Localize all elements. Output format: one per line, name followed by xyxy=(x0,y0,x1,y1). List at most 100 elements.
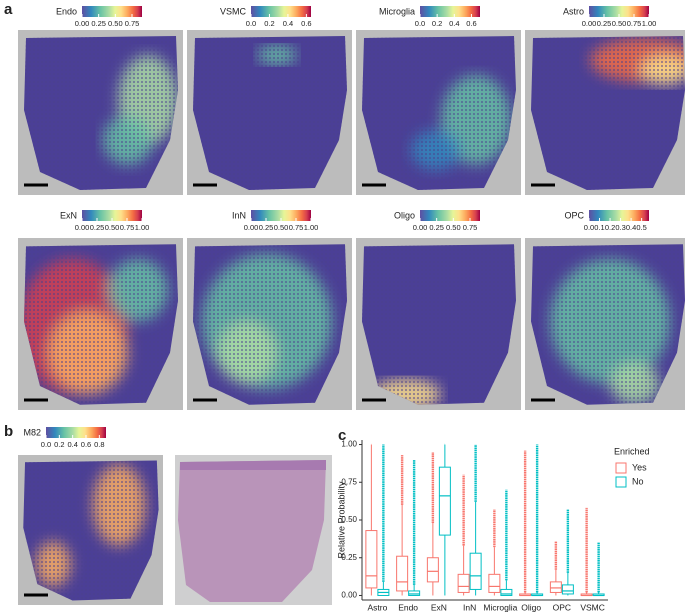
spot-grid xyxy=(193,244,347,405)
x-tick-label: Endo xyxy=(398,602,418,612)
spot-grid xyxy=(24,244,178,405)
y-tick-label: 1.00 xyxy=(341,440,357,449)
colorbar-tick-label: 0.75 xyxy=(120,223,135,232)
spot-grid xyxy=(362,36,516,190)
spot-grid xyxy=(531,36,685,190)
spot-grid xyxy=(23,460,159,601)
spot-grid xyxy=(24,36,178,190)
colorbar-tick-label: 0.2 xyxy=(54,440,64,449)
colorbar-tick-label: 0.00 xyxy=(413,223,428,232)
box-body xyxy=(408,590,421,596)
colorbar-tick-label: 0.50 xyxy=(105,223,120,232)
box xyxy=(408,459,421,596)
colorbar xyxy=(46,427,106,438)
spot-grid xyxy=(531,244,685,405)
legend-swatch xyxy=(615,476,627,488)
spatial-map xyxy=(18,455,163,605)
colorbar-title: ExN xyxy=(60,210,77,220)
colorbar-tick-label: 0.5 xyxy=(636,223,646,232)
spot-grid xyxy=(193,36,347,190)
box-body xyxy=(396,555,409,592)
spatial-map xyxy=(187,238,352,410)
box xyxy=(580,507,593,597)
colorbar-tick-label: 0.0 xyxy=(415,19,425,28)
box xyxy=(531,444,544,597)
colorbar-tick-label: 0.25 xyxy=(597,19,612,28)
panel-label: a xyxy=(4,1,13,18)
box xyxy=(457,474,470,596)
box xyxy=(426,452,439,596)
colorbar xyxy=(420,210,480,221)
colorbar-tick-label: 1.00 xyxy=(642,19,657,28)
box xyxy=(377,444,390,596)
box xyxy=(549,541,562,596)
colorbar-tick-label: 0.75 xyxy=(627,19,642,28)
box-body xyxy=(365,530,378,589)
colorbar-tick-label: 0.50 xyxy=(612,19,627,28)
colorbar-tick-label: 0.25 xyxy=(91,19,106,28)
legend-swatch xyxy=(615,462,627,474)
colorbar-tick-label: 0.50 xyxy=(274,223,289,232)
box xyxy=(365,444,378,596)
colorbar-tick-label: 0.3 xyxy=(615,223,625,232)
panel-label: c xyxy=(338,427,346,444)
spatial-map xyxy=(356,238,521,410)
colorbar-tick-label: 0.00 xyxy=(75,19,90,28)
x-tick-label: ExN xyxy=(431,602,447,612)
colorbar-title: Microglia xyxy=(379,6,415,16)
box xyxy=(396,455,409,596)
colorbar-title: VSMC xyxy=(220,6,247,16)
colorbar-tick-label: 0.6 xyxy=(81,440,91,449)
colorbar-tick-label: 0.4 xyxy=(283,19,293,28)
y-tick-label: 0.50 xyxy=(341,515,357,524)
colorbar xyxy=(589,6,649,17)
x-tick-label: Astro xyxy=(367,602,387,612)
legend-label: No xyxy=(632,476,644,486)
box-body xyxy=(438,466,451,536)
colorbar-tick-label: 0.2 xyxy=(432,19,442,28)
spatial-map xyxy=(18,238,183,410)
colorbar-tick-label: 0.00 xyxy=(75,223,90,232)
box-body xyxy=(561,584,574,595)
colorbar-tick-label: 0.50 xyxy=(108,19,123,28)
box xyxy=(500,489,513,596)
colorbar xyxy=(251,6,311,17)
box xyxy=(488,509,501,596)
x-tick-label: VSMC xyxy=(580,602,605,612)
box-body xyxy=(426,557,439,583)
spatial-map xyxy=(525,238,685,410)
y-axis-label: Relative Probability xyxy=(336,481,346,559)
spatial-map xyxy=(525,30,685,195)
colorbar-tick-label: 0.4 xyxy=(449,19,459,28)
box-body xyxy=(469,552,482,590)
colorbar-tick-label: 1.00 xyxy=(304,223,319,232)
colorbar-title: Endo xyxy=(56,6,77,16)
colorbar-title: Astro xyxy=(563,6,584,16)
colorbar-tick-label: 0.8 xyxy=(94,440,104,449)
colorbar-title: InN xyxy=(232,210,246,220)
y-tick-label: 0.75 xyxy=(341,477,357,486)
x-tick-label: OPC xyxy=(553,602,571,612)
colorbar-tick-label: 0.6 xyxy=(301,19,311,28)
he-image xyxy=(175,455,332,605)
colorbar xyxy=(82,6,142,17)
box xyxy=(561,509,574,596)
legend-label: Yes xyxy=(632,462,647,472)
colorbar-tick-label: 0.00 xyxy=(244,223,259,232)
colorbar-tick-label: 0.2 xyxy=(605,223,615,232)
colorbar-tick-label: 0.50 xyxy=(446,223,461,232)
colorbar-tick-label: 0.2 xyxy=(264,19,274,28)
box xyxy=(519,450,532,597)
box-body xyxy=(549,581,562,593)
colorbar-tick-label: 0.4 xyxy=(67,440,77,449)
spatial-map xyxy=(187,30,352,195)
box xyxy=(469,444,482,596)
spot-grid xyxy=(362,244,516,405)
colorbar-tick-label: 0.25 xyxy=(429,223,444,232)
box-body xyxy=(457,573,470,593)
x-tick-label: Microglia xyxy=(483,602,517,612)
colorbar-tick-label: 0.25 xyxy=(90,223,105,232)
box-body xyxy=(488,573,501,593)
colorbar-tick-label: 1.00 xyxy=(135,223,150,232)
